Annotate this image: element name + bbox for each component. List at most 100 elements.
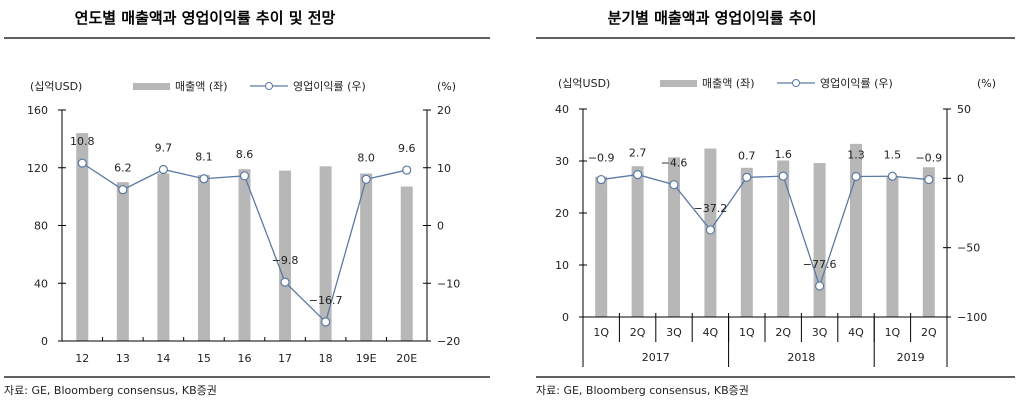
- bar-revenue: [76, 133, 89, 341]
- x-tick-label: 19E: [356, 352, 377, 365]
- data-label: 8.0: [357, 151, 375, 164]
- left-tick-label: 120: [27, 162, 48, 175]
- legend-label-revenue: 매출액 (좌): [702, 77, 755, 90]
- left-tick-label: 0: [562, 311, 569, 324]
- data-label: −4.6: [661, 157, 688, 170]
- bar-revenue: [197, 174, 210, 341]
- x-tick-label: 17: [278, 352, 292, 365]
- legend-marker: [792, 79, 800, 87]
- data-label: 6.2: [114, 162, 132, 175]
- margin-point: [851, 171, 861, 182]
- right-tick-label: 0: [437, 220, 444, 233]
- right-tick-label: 10: [437, 162, 451, 175]
- margin-point: [924, 174, 934, 185]
- x-tick-label: 1Q: [885, 326, 901, 339]
- right-tick-label: 50: [957, 103, 971, 116]
- bar-revenue: [777, 160, 790, 317]
- margin-point: [632, 169, 643, 180]
- data-label: 9.7: [155, 141, 173, 154]
- margin-point: [361, 174, 371, 184]
- bar-revenue: [668, 157, 680, 317]
- data-label: 8.1: [195, 151, 213, 164]
- data-label: −37.2: [694, 202, 728, 215]
- data-label: 1.3: [847, 149, 865, 162]
- left-tick-label: 40: [34, 277, 48, 290]
- data-label: −16.7: [309, 294, 343, 307]
- margin-point: [158, 164, 168, 175]
- x-tick-label: 1Q: [593, 326, 609, 339]
- legend-label-margin: 영업이익률 (우): [820, 77, 893, 90]
- bar-revenue: [595, 176, 608, 317]
- bar-revenue: [360, 173, 373, 341]
- bar-revenue: [400, 186, 413, 341]
- left-tick-label: 40: [555, 103, 569, 116]
- legend-label-margin: 영업이익률 (우): [293, 80, 366, 93]
- x-tick-label: 14: [156, 352, 170, 365]
- bar-revenue: [740, 167, 753, 317]
- data-label: −77.6: [803, 258, 837, 271]
- margin-point: [669, 180, 679, 190]
- margin-point: [239, 171, 250, 181]
- margin-point: [778, 171, 788, 181]
- legend-label-revenue: 매출액 (좌): [175, 80, 228, 93]
- annual-chart: (십억USD) (%)매출액 (좌) 영업이익률 (우)04080120160−20…: [27, 80, 460, 365]
- margin-line: [601, 173, 929, 289]
- year-group-label: 2019: [897, 351, 925, 364]
- x-tick-label: 20E: [396, 352, 417, 365]
- x-tick-label: 2Q: [921, 326, 937, 339]
- x-tick-label: 3Q: [666, 326, 682, 339]
- x-tick-label: 4Q: [848, 326, 864, 339]
- chart-title-left: 연도별 매출액과 영업이익률 추이 및 전망: [75, 9, 336, 27]
- bar-revenue: [850, 143, 862, 317]
- x-tick-label: 15: [197, 352, 211, 365]
- bar-revenue: [631, 166, 644, 317]
- right-tick-label: −10: [437, 277, 460, 290]
- margin-point: [596, 174, 606, 185]
- margin-point: [887, 171, 898, 181]
- left-tick-label: 20: [555, 207, 569, 220]
- margin-point: [118, 185, 128, 195]
- left-tick-label: 30: [555, 155, 569, 168]
- data-label: 0.7: [738, 149, 756, 162]
- x-tick-label: 1Q: [739, 326, 755, 339]
- source-note-left: 자료: GE, Bloomberg consensus, KB증권: [4, 384, 217, 397]
- margin-point: [402, 165, 412, 175]
- bar-revenue: [157, 173, 170, 341]
- legend-marker: [265, 82, 273, 90]
- margin-point: [742, 172, 752, 182]
- right-tick-label: 20: [437, 104, 451, 117]
- data-label: 10.8: [70, 135, 95, 148]
- legend-bar-swatch: [133, 83, 170, 90]
- x-tick-label: 3Q: [812, 326, 828, 339]
- bar-revenue: [279, 170, 292, 341]
- data-label: 1.6: [774, 148, 792, 161]
- left-axis-unit: (십억USD): [30, 80, 82, 93]
- bar-revenue: [238, 169, 251, 341]
- x-tick-label: 4Q: [703, 326, 719, 339]
- x-tick-label: 2Q: [775, 326, 791, 339]
- data-label: −0.9: [588, 152, 615, 165]
- bar-revenue: [813, 163, 826, 317]
- x-tick-label: 12: [75, 352, 89, 365]
- data-label: 1.5: [884, 148, 902, 161]
- right-axis-unit: (%): [437, 80, 456, 93]
- left-axis-unit: (십억USD): [558, 77, 610, 90]
- margin-point: [199, 174, 209, 184]
- margin-point: [705, 225, 716, 235]
- right-tick-label: 0: [957, 172, 964, 185]
- chart-title-right: 분기별 매출액과 영업이익률 추이: [608, 9, 817, 27]
- margin-point: [280, 277, 290, 287]
- margin-point: [321, 317, 331, 327]
- right-tick-label: −20: [437, 335, 460, 348]
- left-tick-label: 160: [27, 104, 48, 117]
- x-tick-label: 18: [319, 352, 333, 365]
- right-tick-label: −100: [957, 311, 987, 324]
- left-tick-label: 10: [555, 259, 569, 272]
- data-label: 8.6: [236, 148, 254, 161]
- bar-revenue: [922, 167, 935, 317]
- year-group-label: 2018: [787, 351, 815, 364]
- legend-bar-swatch: [660, 80, 697, 87]
- quarterly-chart: (십억USD) (%) 매출액 (좌) 영업이익률 (우) 0 10 20 30 40 −100 −…: [555, 77, 996, 367]
